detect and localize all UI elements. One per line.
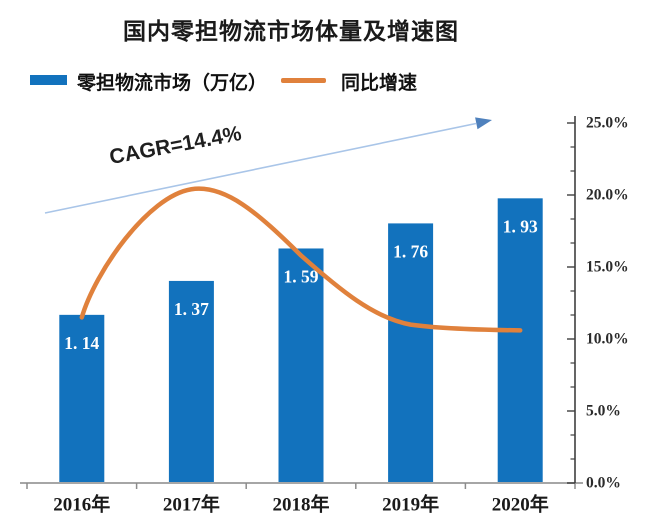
x-axis-label: 2020年 [492,493,549,516]
right-axis-tick-label: 10.0% [586,331,629,348]
right-axis-tick-label: 25.0% [586,115,629,132]
right-axis-tick-label: 5.0% [586,403,621,420]
legend-line-label: 同比增速 [341,73,418,94]
bar-value-label: 1. 76 [393,241,428,261]
chart-title: 国内零担物流市场体量及增速图 [123,19,459,44]
growth-line [79,186,523,333]
bar-2020年 [497,198,543,483]
bar-2019年 [388,223,434,483]
bar-2018年 [278,248,324,483]
x-axis-label: 2016年 [53,493,110,516]
trend-arrow-head [475,117,492,130]
bar-2017年 [168,280,214,483]
legend-line-swatch [281,78,326,83]
bar-value-label: 1. 37 [174,299,209,319]
right-axis-tick-label: 15.0% [586,259,629,276]
bar-value-label: 1. 14 [64,333,99,353]
legend-bar-label: 零担物流市场（万亿） [77,73,268,94]
legend-bar-swatch [30,75,67,85]
x-axis-label: 2017年 [163,493,220,516]
right-axis-tick-label: 0.0% [586,475,621,492]
x-axis-label: 2019年 [382,493,439,516]
trend-arrow-line [44,122,477,214]
right-axis-tick-label: 20.0% [586,187,629,204]
bar-2016年 [59,314,105,483]
x-axis-label: 2018年 [272,493,329,516]
bar-value-label: 1. 93 [503,216,538,236]
bar-value-label: 1. 59 [284,266,319,286]
